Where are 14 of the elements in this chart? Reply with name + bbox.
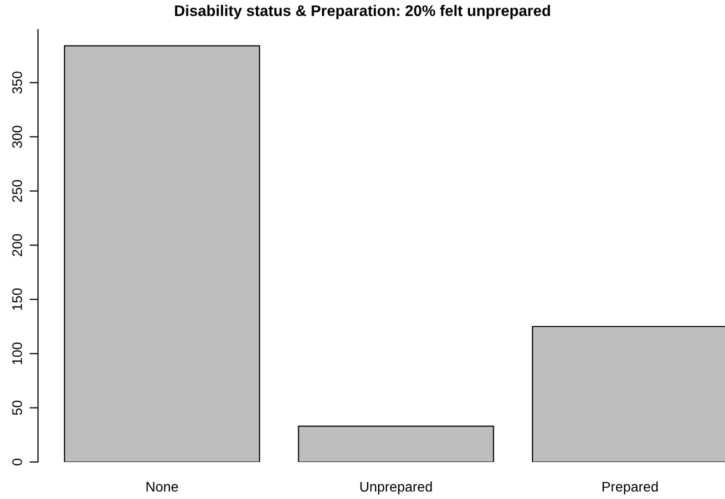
y-tick-label: 100 [12,342,22,364]
y-tick-label: 0 [12,458,22,466]
x-tick-label: Prepared [602,481,658,494]
y-tick-label: 250 [12,180,22,202]
x-tick-label: None [146,482,178,492]
bar [64,45,260,462]
y-tick-label: 200 [12,234,22,256]
y-tick-label: 50 [12,400,22,415]
x-tick-label: Unprepared [360,481,432,494]
y-tick-label: 300 [12,126,22,148]
bar [298,426,494,462]
chart-title: Disability status & Preparation: 20% felt unprepared [175,4,550,20]
y-tick-label: 150 [12,288,22,310]
y-tick-label: 350 [12,72,22,94]
